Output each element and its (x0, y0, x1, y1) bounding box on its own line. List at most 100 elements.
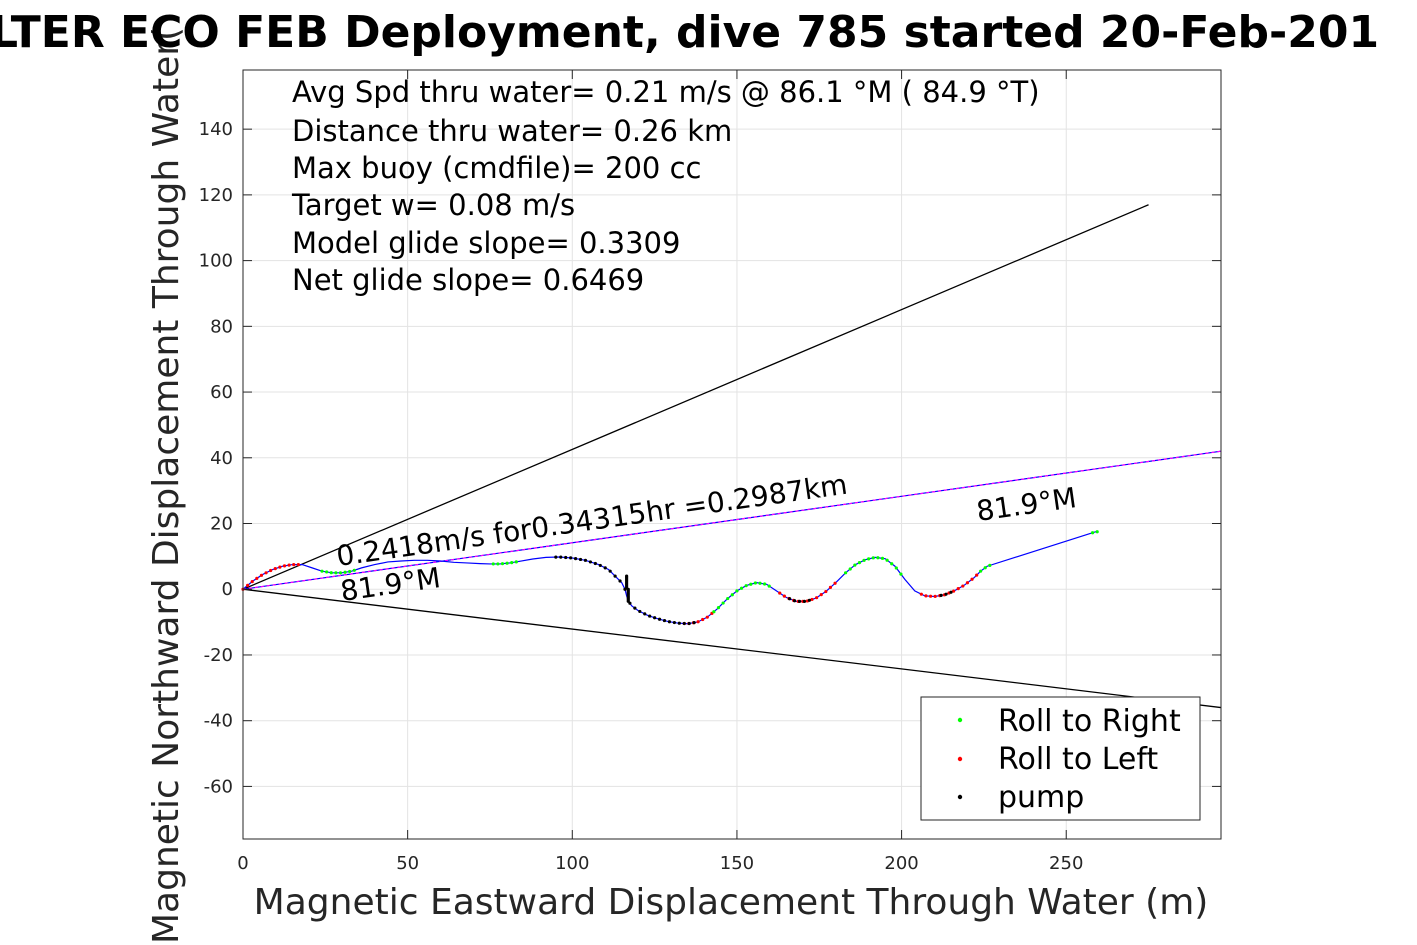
x-tick-label: 250 (1049, 853, 1083, 874)
roll-left-marker (833, 581, 837, 585)
roll-right-marker (735, 589, 739, 593)
roll-right-marker (500, 562, 505, 566)
legend-label-roll-left: Roll to Left (998, 742, 1158, 777)
x-tick-label: 100 (555, 853, 589, 874)
pump-marker (807, 598, 811, 602)
pump-marker (573, 556, 578, 561)
roll-right-marker (739, 586, 744, 590)
chart-title: LTER ECO FEB Deployment, dive 785 starte… (0, 7, 1379, 58)
y-tick-label: 140 (199, 119, 233, 140)
info-line-target-w: Target w= 0.08 m/s (291, 188, 575, 222)
roll-right-marker (325, 570, 329, 574)
roll-right-marker (844, 571, 848, 575)
roll-left-marker (696, 620, 700, 624)
roll-left-marker (975, 573, 979, 577)
roll-right-marker (979, 569, 983, 573)
lower-bound (242, 588, 1222, 709)
roll-left-marker (965, 581, 970, 585)
roll-left-marker (828, 585, 833, 589)
reference-lines (242, 204, 1222, 709)
roll-right-marker (749, 582, 753, 586)
roll-left-marker (705, 615, 709, 619)
roll-right-marker (894, 566, 898, 570)
roll-right-marker (329, 571, 333, 575)
pump-marker (554, 555, 558, 559)
roll-right-marker (885, 558, 889, 562)
roll-left-marker (259, 573, 264, 577)
track-markers (241, 530, 1099, 626)
roll-left-marker (952, 589, 956, 593)
roll-right-marker (320, 569, 324, 573)
roll-right-marker (510, 561, 514, 565)
pump-marker (638, 609, 642, 614)
roll-left-marker (970, 577, 974, 581)
info-block: Avg Spd thru water= 0.21 m/s @ 86.1 °M (… (291, 75, 1040, 297)
pump-marker (578, 557, 583, 562)
roll-right-marker (744, 584, 748, 588)
upper-bound (242, 204, 1149, 590)
info-line-avg-speed: Avg Spd thru water= 0.21 m/s @ 86.1 °M (… (292, 75, 1040, 109)
roll-left-marker (292, 562, 296, 567)
roll-right-marker (871, 556, 875, 560)
pump-marker (797, 599, 802, 603)
x-tick-label: 150 (720, 853, 754, 874)
roll-right-marker (721, 601, 725, 605)
pump-marker (657, 617, 662, 621)
roll-right-marker (348, 569, 352, 574)
pump-marker (939, 593, 943, 597)
pump-marker (608, 569, 612, 573)
roll-right-marker (514, 560, 518, 564)
x-tick-label: 200 (884, 853, 918, 874)
roll-right-marker (988, 563, 992, 567)
pump-marker (802, 599, 807, 603)
roll-right-marker (334, 571, 338, 575)
roll-left-marker (928, 594, 933, 598)
pump-marker (593, 561, 597, 566)
roll-left-marker (782, 594, 786, 598)
pump-marker (564, 555, 568, 560)
roll-right-marker (726, 596, 730, 601)
roll-right-marker (343, 570, 347, 574)
pump-marker (559, 555, 563, 559)
pump-marker (618, 579, 622, 583)
info-line-distance: Distance thru water= 0.26 km (292, 114, 732, 148)
y-tick-label: 20 (210, 514, 233, 535)
roll-left-marker (269, 568, 273, 573)
roll-right-marker (1095, 530, 1099, 534)
pump-marker (792, 599, 797, 603)
roll-right-marker (753, 581, 757, 585)
x-tick-label: 0 (237, 853, 248, 874)
roll-right-marker (857, 561, 862, 565)
roll-left-marker (246, 583, 250, 588)
roll-right-marker (712, 610, 716, 614)
pump-marker (653, 616, 657, 620)
roll-right-marker (983, 566, 987, 570)
roll-right-marker (352, 568, 356, 572)
roll-left-marker (778, 591, 782, 595)
y-tick-label: 60 (210, 382, 233, 403)
roll-left-marker (924, 594, 928, 598)
info-line-net-slope: Net glide slope= 0.6469 (292, 263, 644, 297)
current-vector (242, 450, 1222, 590)
roll-right-marker (505, 561, 509, 565)
axis-ticks: 0 50 100 150 200 250 -60 -40 -20 0 20 40 60 80 100 120 1… (199, 70, 1221, 874)
pump-marker (633, 606, 637, 610)
roll-right-marker (890, 562, 894, 566)
pump-marker (687, 621, 691, 626)
legend-box (920, 696, 1201, 821)
y-tick-label: 120 (199, 185, 233, 206)
legend-marker-roll-left (957, 756, 963, 762)
pump-marker (692, 621, 696, 625)
roll-right-marker (1090, 531, 1095, 535)
roll-right-marker (876, 556, 880, 560)
roll-left-marker (919, 592, 923, 596)
roll-left-marker (264, 571, 268, 575)
y-tick-label: 40 (210, 448, 233, 469)
y-tick-label: 100 (199, 251, 233, 272)
legend-label-pump: pump (998, 780, 1084, 815)
y-tick-label: -20 (204, 645, 233, 666)
roll-right-marker (491, 562, 495, 566)
roll-left-marker (296, 562, 300, 567)
roll-left-marker (819, 593, 823, 597)
